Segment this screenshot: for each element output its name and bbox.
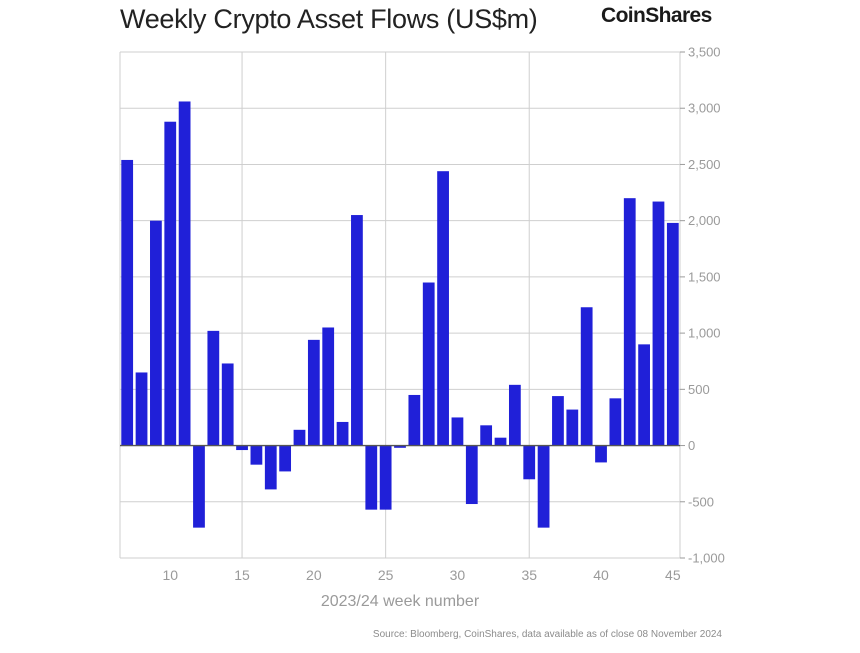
coinshares-logo: CoinShares bbox=[601, 4, 712, 27]
y-tick-label: 2,500 bbox=[688, 157, 721, 172]
x-axis-label: 2023/24 week number bbox=[321, 593, 480, 610]
y-tick-label: 1,500 bbox=[688, 269, 721, 284]
bar-week-36 bbox=[537, 445, 550, 528]
x-tick-label: 20 bbox=[306, 567, 322, 583]
x-tick-label: 45 bbox=[665, 567, 681, 583]
y-tick-label: 0 bbox=[688, 438, 695, 453]
bar-week-7 bbox=[121, 159, 134, 446]
bar-week-31 bbox=[465, 445, 478, 505]
bar-week-18 bbox=[279, 445, 292, 472]
x-tick-label: 30 bbox=[450, 567, 466, 583]
bar-week-35 bbox=[523, 445, 536, 480]
bar-week-42 bbox=[623, 198, 636, 446]
bar-week-32 bbox=[480, 425, 493, 446]
bar-week-39 bbox=[580, 307, 593, 446]
bar-week-28 bbox=[422, 282, 435, 446]
bar-week-33 bbox=[494, 437, 507, 446]
bar-week-19 bbox=[293, 429, 306, 446]
bar-week-34 bbox=[508, 384, 521, 446]
bar-week-37 bbox=[552, 396, 564, 446]
bar-week-15 bbox=[236, 445, 248, 451]
chart-title: Weekly Crypto Asset Flows (US$m) bbox=[120, 4, 538, 34]
y-axis: 3,500 3,000 2,500 2,000 1,500 1,000 500 0 -500 -1… bbox=[680, 45, 725, 566]
bar-week-43 bbox=[638, 344, 650, 446]
x-tick-label: 35 bbox=[521, 567, 537, 583]
bar-week-29 bbox=[437, 171, 449, 446]
bar-week-13 bbox=[207, 330, 220, 446]
bar-series bbox=[121, 101, 679, 528]
bar-week-12 bbox=[193, 445, 205, 528]
x-tick-label: 40 bbox=[593, 567, 609, 583]
x-tick-label: 25 bbox=[378, 567, 394, 583]
bar-week-20 bbox=[307, 339, 320, 446]
y-tick-label: -500 bbox=[688, 494, 714, 509]
bar-week-16 bbox=[250, 445, 263, 465]
y-tick-label: 3,000 bbox=[688, 101, 721, 116]
y-tick-label: 3,500 bbox=[688, 45, 721, 60]
bar-week-26 bbox=[394, 445, 406, 448]
y-tick-label: 2,000 bbox=[688, 213, 721, 228]
bar-week-10 bbox=[164, 121, 177, 446]
y-tick-label: 1,000 bbox=[688, 326, 721, 341]
y-tick-label: 500 bbox=[688, 382, 710, 397]
bar-week-38 bbox=[566, 409, 579, 446]
bar-week-23 bbox=[351, 215, 363, 446]
x-tick-label: 15 bbox=[234, 567, 250, 583]
bar-week-17 bbox=[264, 445, 277, 490]
bar-week-11 bbox=[178, 101, 191, 446]
bar-week-27 bbox=[408, 394, 421, 446]
bar-week-8 bbox=[135, 372, 148, 446]
bar-week-45 bbox=[666, 222, 679, 446]
bar-week-44 bbox=[652, 201, 665, 446]
bar-week-40 bbox=[595, 445, 607, 463]
bar-week-25 bbox=[379, 445, 392, 510]
y-tick-label: -1,000 bbox=[688, 551, 725, 566]
bar-week-14 bbox=[221, 363, 234, 446]
source-note: Source: Bloomberg, CoinShares, data avai… bbox=[373, 629, 723, 640]
bar-week-30 bbox=[451, 417, 464, 446]
x-axis: 10 15 20 25 30 35 40 45 bbox=[162, 567, 680, 583]
bar-week-41 bbox=[609, 398, 622, 446]
bar-week-21 bbox=[322, 327, 335, 446]
x-tick-label: 10 bbox=[162, 567, 178, 583]
bar-week-24 bbox=[365, 445, 378, 510]
bar-week-9 bbox=[150, 220, 162, 446]
bar-week-22 bbox=[336, 421, 349, 446]
